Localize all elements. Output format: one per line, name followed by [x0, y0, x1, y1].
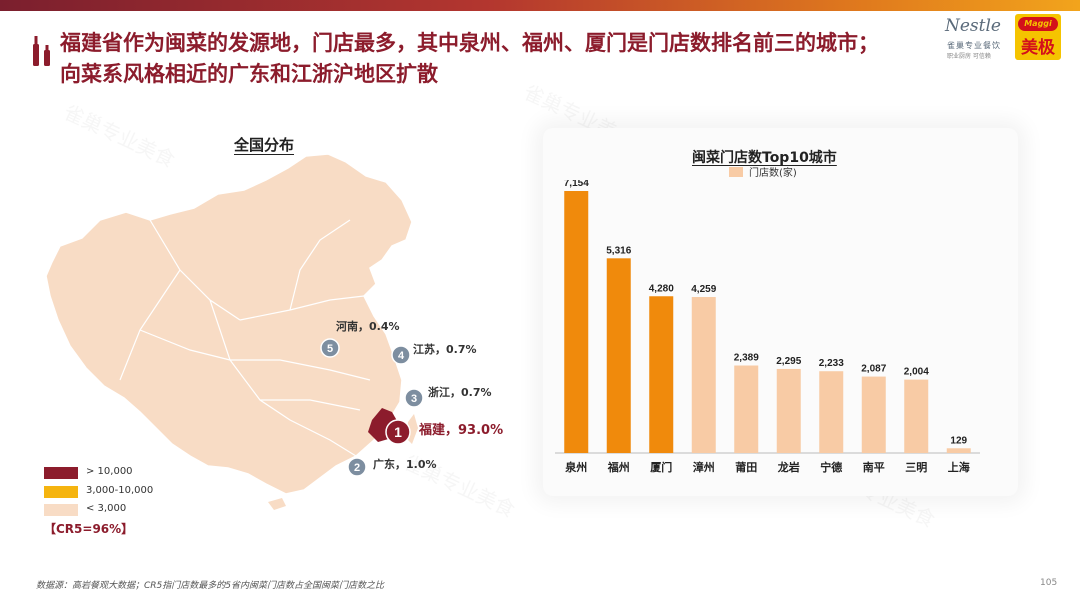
brand-logo: Nestle 雀巢专业餐饮 职业厨房 可信赖 Maggi 美极	[945, 14, 1063, 62]
map-marker-rank: 3	[411, 393, 417, 405]
maggi-logo-name: 美极	[1021, 38, 1055, 58]
cr5-note: 【CR5=96%】	[44, 522, 134, 536]
category-label: 福州	[607, 460, 630, 474]
map-marker-3: 3	[404, 388, 424, 408]
legend-swatch	[44, 486, 78, 498]
legend-label: < 3,000	[86, 503, 127, 514]
hainan-island	[268, 498, 286, 510]
nestle-slogan-text: 职业厨房 可信赖	[947, 53, 991, 60]
bar-上海	[946, 448, 971, 453]
map-marker-2: 2	[347, 457, 367, 477]
map-marker-label: 福建，93.0%	[419, 423, 504, 438]
bar-chart: 7,154 泉州 5,316 福州 4,280 厦门 4,259 漳州 2,389 莆田 2,295…	[555, 180, 980, 474]
map-marker-label: 江苏，0.7%	[413, 343, 477, 356]
category-label: 宁德	[820, 460, 842, 474]
bar-厦门	[649, 296, 674, 453]
bar-value-label: 4,280	[649, 283, 674, 294]
title-line-1: 福建省作为闽菜的发源地，门店最多，其中泉州、福州、厦门是门店数排名前三的城市；	[60, 31, 879, 55]
bar-三明	[904, 379, 929, 453]
source-note: 数据源：高岩餐观大数据；CR5指门店数最多的5省内闽菜门店数占全国闽菜门店数之比	[36, 581, 384, 591]
map-marker-label: 广东，1.0%	[373, 458, 437, 471]
bar-泉州	[564, 191, 589, 453]
map-marker-rank: 2	[354, 462, 360, 474]
bar-福州	[606, 258, 631, 453]
bar-莆田	[734, 365, 759, 453]
bar-龙岩	[776, 368, 801, 453]
map-marker-label: 浙江，0.7%	[428, 386, 492, 399]
nestle-logo-text: Nestle	[945, 16, 1001, 36]
bar-value-label: 2,233	[819, 358, 844, 369]
category-label: 莆田	[735, 460, 757, 474]
map-marker-label: 河南，0.4%	[336, 320, 400, 333]
category-label: 三明	[905, 461, 927, 474]
category-label: 泉州	[564, 460, 587, 474]
bar-value-label: 2,389	[734, 353, 759, 364]
chart-title: 闽菜门店数Top10城市	[692, 150, 837, 166]
bar-value-label: 5,316	[606, 245, 631, 256]
nestle-sub-text: 雀巢专业餐饮	[947, 41, 1001, 50]
bar-value-label: 129	[950, 435, 967, 446]
bar-value-label: 7,154	[564, 180, 589, 189]
category-label: 漳州	[693, 460, 715, 474]
legend-swatch	[44, 504, 78, 516]
province-borders	[119, 219, 371, 457]
map-marker-5: 5	[320, 338, 340, 358]
legend-label: 3,000-10,000	[86, 485, 154, 496]
category-label: 厦门	[650, 460, 672, 474]
bar-漳州	[691, 297, 716, 453]
legend-label: > 10,000	[86, 466, 133, 477]
bar-南平	[861, 376, 886, 453]
bar-宁德	[819, 371, 844, 453]
bar-value-label: 2,295	[776, 356, 801, 367]
category-label: 龙岩	[777, 460, 800, 474]
page-number: 105	[1040, 578, 1058, 588]
chart-legend-swatch	[729, 167, 743, 177]
map-marker-rank: 4	[398, 350, 405, 362]
category-label: 南平	[863, 460, 885, 474]
bar-value-label: 2,004	[904, 367, 929, 378]
map-marker-4: 4	[391, 345, 411, 365]
map-marker-rank: 1	[394, 424, 402, 440]
map-marker-1: 1	[385, 419, 411, 445]
map-marker-rank: 5	[327, 343, 333, 355]
bar-value-label: 2,087	[861, 364, 886, 375]
maggi-logo-top: Maggi	[1018, 17, 1058, 31]
map-title: 全国分布	[234, 136, 295, 154]
top-gradient-bar	[0, 0, 1080, 11]
page-title: 福建省作为闽菜的发源地，门店最多，其中泉州、福州、厦门是门店数排名前三的城市； …	[60, 28, 920, 90]
bottle-icon	[33, 36, 50, 66]
title-line-2: 向菜系风格相近的广东和江浙沪地区扩散	[60, 62, 438, 86]
legend-swatch	[44, 467, 78, 479]
chart-legend-label: 门店数(家)	[749, 168, 797, 179]
bar-value-label: 4,259	[691, 284, 716, 295]
maggi-logo: Maggi 美极	[1015, 14, 1061, 60]
category-label: 上海	[948, 460, 970, 474]
